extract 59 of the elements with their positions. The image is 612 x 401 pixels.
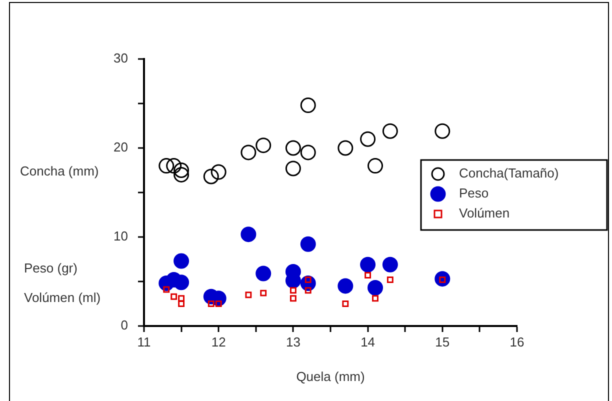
point xyxy=(372,295,378,302)
point xyxy=(368,280,384,296)
point xyxy=(304,287,312,294)
point xyxy=(208,300,214,307)
point xyxy=(338,278,354,294)
y-tick-label: 0 xyxy=(120,318,128,333)
point xyxy=(382,256,398,272)
point xyxy=(338,140,354,156)
point xyxy=(368,158,384,174)
point xyxy=(300,98,316,114)
point xyxy=(245,292,252,298)
point xyxy=(285,160,301,176)
legend-label: Concha(Tamaño) xyxy=(459,166,559,181)
point xyxy=(158,158,174,174)
point xyxy=(290,287,296,294)
point xyxy=(174,166,190,182)
point xyxy=(240,226,256,242)
point xyxy=(178,295,185,302)
x-tick-label: 11 xyxy=(137,334,151,350)
point xyxy=(178,300,185,307)
point xyxy=(290,295,296,302)
legend-label: Peso xyxy=(459,186,489,201)
text: Volúmen (ml) xyxy=(24,290,101,305)
x-tick-label: 16 xyxy=(510,334,524,350)
point xyxy=(360,256,376,272)
text: Peso (gr) xyxy=(24,260,78,276)
x-axis-title: Quela (mm) xyxy=(296,368,365,384)
point xyxy=(210,164,226,180)
point xyxy=(170,293,178,300)
point xyxy=(360,131,376,147)
point xyxy=(174,253,190,269)
point xyxy=(166,158,182,174)
point xyxy=(382,123,398,139)
legend-label: Volúmen xyxy=(459,206,510,221)
y-tick-label: 30 xyxy=(114,50,128,66)
x-tick-label: 13 xyxy=(286,334,300,350)
point xyxy=(300,144,316,160)
point xyxy=(215,300,222,307)
point xyxy=(364,272,372,278)
point xyxy=(342,300,349,307)
point xyxy=(260,290,267,296)
point xyxy=(300,236,316,252)
point xyxy=(240,144,256,160)
point xyxy=(163,286,170,293)
x-tick-label: 15 xyxy=(435,334,450,350)
x-tick-label: 12 xyxy=(211,334,226,350)
point xyxy=(256,266,272,282)
point xyxy=(434,123,450,139)
text: Concha (mm) xyxy=(20,164,99,179)
y-tick-label: 10 xyxy=(114,228,128,244)
y-tick-label: 20 xyxy=(114,140,128,155)
point xyxy=(203,168,219,184)
point xyxy=(256,138,272,154)
point xyxy=(174,274,190,290)
point xyxy=(386,276,394,283)
point xyxy=(304,276,312,283)
point xyxy=(174,162,190,178)
point xyxy=(285,140,301,156)
x-tick-label: 14 xyxy=(360,334,376,350)
